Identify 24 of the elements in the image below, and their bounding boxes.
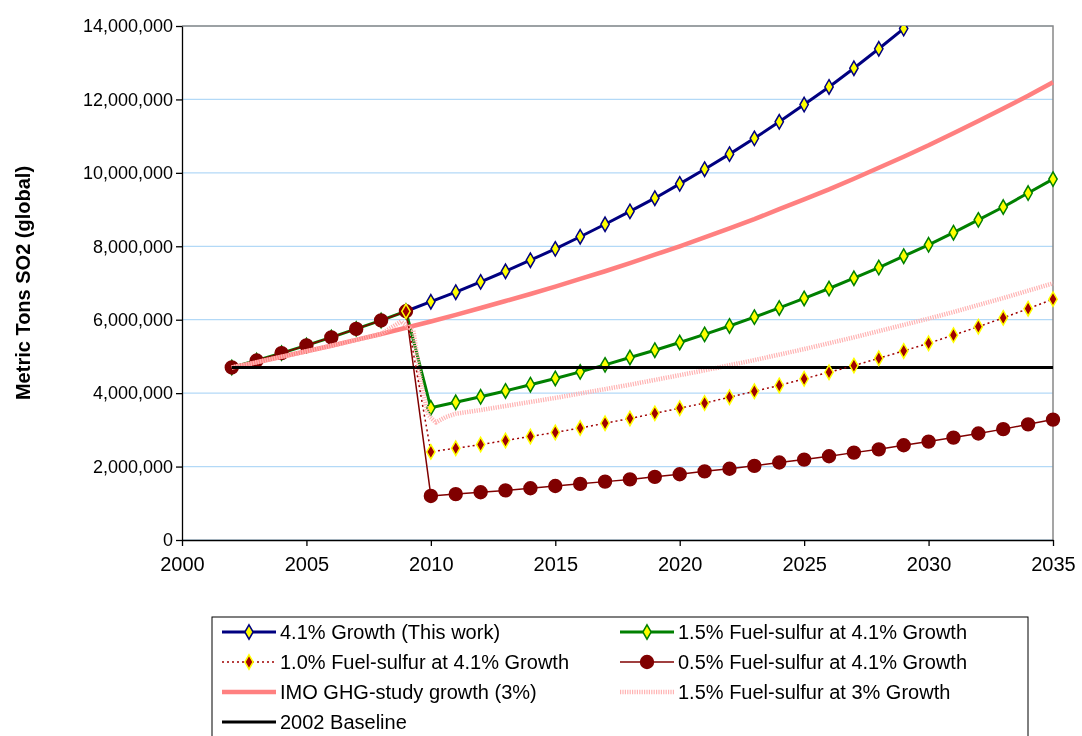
x-tick-label: 2035 [1031, 553, 1076, 575]
y-tick-label: 4,000,000 [92, 383, 173, 404]
x-tick-label: 2005 [284, 553, 330, 575]
x-tick-label: 2020 [657, 553, 703, 575]
y-tick-label: 14,000,000 [82, 16, 173, 37]
x-tick-label: 2010 [409, 553, 454, 575]
y-axis-title: Metric Tons SO2 (global) [12, 165, 34, 401]
legend-label: 2002 Baseline [280, 711, 407, 733]
legend-label: 1.0% Fuel-sulfur at 4.1% Growth [280, 651, 570, 673]
x-tick-label: 2025 [782, 553, 827, 575]
x-tick-label: 2030 [906, 553, 952, 575]
y-tick-label: 10,000,000 [82, 163, 173, 184]
y-tick-label: 12,000,000 [82, 89, 173, 110]
y-tick-label: 2,000,000 [92, 456, 173, 477]
y-tick-label: 0 [162, 530, 173, 551]
legend-label: 0.5% Fuel-sulfur at 4.1% Growth [678, 651, 968, 673]
legend-label: 1.5% Fuel-sulfur at 3% Growth [678, 681, 951, 703]
y-tick-label: 6,000,000 [92, 309, 173, 330]
legend-label: 4.1% Growth (This work) [280, 621, 501, 643]
x-tick-label: 2015 [533, 553, 579, 575]
x-tick-label: 2000 [160, 553, 205, 575]
legend-label: IMO GHG-study growth (3%) [280, 681, 537, 703]
y-tick-label: 8,000,000 [92, 236, 173, 257]
legend-label: 1.5% Fuel-sulfur at 4.1% Growth [678, 621, 968, 643]
